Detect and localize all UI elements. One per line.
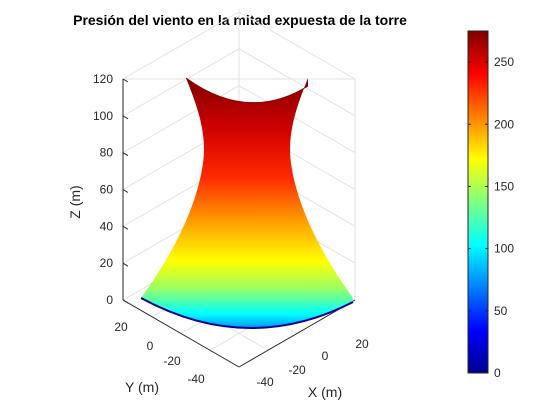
colorbar-tick-label: 150: [494, 179, 514, 193]
z-tick-labels: 0 20 40 60 80 100 120: [93, 72, 113, 307]
colorbar-tick-label: 250: [494, 55, 514, 69]
z-tick-mark: [122, 225, 129, 230]
y-axis-label: Y (m): [125, 379, 159, 395]
grid-line: [122, 48, 240, 117]
x-tick-label: -20: [288, 363, 306, 377]
chart-title: Presión del viento en la mitad expuesta …: [73, 12, 407, 28]
y-tick-label: 0: [147, 339, 154, 353]
z-tick-label: 120: [93, 72, 113, 86]
y-tick-label: -20: [163, 354, 181, 368]
z-tick-mark: [122, 189, 129, 193]
z-tick-label: 100: [93, 109, 113, 123]
tower-surface: [141, 78, 353, 329]
colorbar-gradient: [467, 30, 489, 374]
grid-line: [238, 85, 356, 154]
colorbar: 0 50 100 150 200 250: [467, 30, 514, 380]
z-tick-mark: [122, 262, 129, 267]
z-tick-label: 20: [100, 256, 114, 270]
grid-line: [238, 48, 356, 117]
colorbar-ticks: 0 50 100 150 200 250: [468, 55, 514, 380]
z-tick-mark: [122, 78, 129, 83]
z-axis-label: Z (m): [67, 185, 83, 218]
z-tick-label: 60: [100, 183, 114, 197]
z-tick-mark: [122, 299, 129, 304]
x-tick-labels: -40 -20 0 20: [256, 337, 369, 389]
z-tick-label: 80: [100, 146, 114, 160]
colorbar-tick-label: 200: [494, 117, 514, 131]
x-tick-label: 20: [355, 337, 369, 351]
tower-base-rim: [140, 297, 354, 329]
colorbar-tick-label: 0: [494, 366, 501, 380]
y-tick-labels: -40 -20 0 20: [114, 320, 205, 386]
y-axis-line: [122, 299, 240, 368]
grid-line: [238, 11, 356, 80]
y-tick-label: -40: [187, 372, 205, 386]
z-tick-mark: [122, 152, 129, 157]
colorbar-tick-label: 50: [494, 304, 508, 318]
z-tick-label: 40: [100, 219, 114, 233]
colorbar-tick-label: 100: [494, 242, 514, 256]
x-tick-label: -40: [256, 375, 274, 389]
tower-top-edge: [185, 77, 309, 104]
x-tick-label: 0: [322, 349, 329, 363]
z-tick-mark: [122, 115, 129, 120]
y-tick-label: 20: [114, 320, 128, 334]
x-axis-label: X (m): [308, 384, 342, 400]
grid-line: [122, 11, 240, 80]
z-tick-label: 0: [106, 293, 113, 307]
